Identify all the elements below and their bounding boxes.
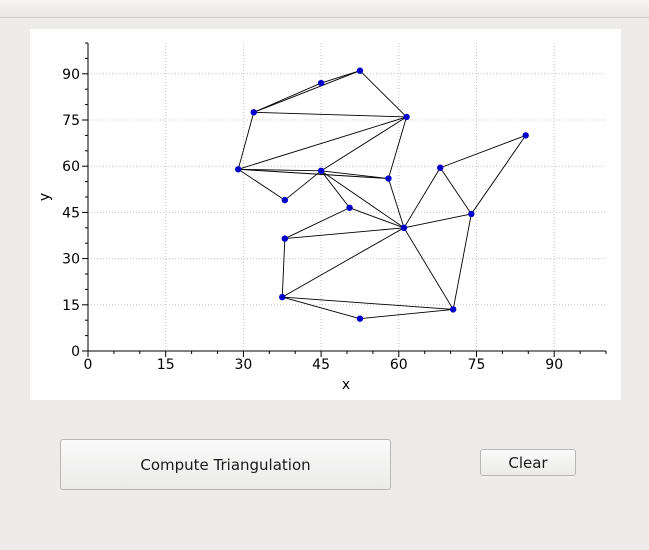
triangulation-edge: [440, 134, 526, 169]
y-tick-label: 75: [62, 113, 80, 129]
data-point[interactable]: [346, 204, 353, 211]
window-top-edge: [0, 0, 649, 18]
triangulation-edge: [439, 167, 472, 215]
triangulation-edge: [284, 227, 405, 240]
triangulation-edge: [359, 308, 454, 320]
x-tick-label: 45: [312, 357, 330, 373]
triangulation-edge: [253, 70, 361, 113]
chart-svg: 0 15 30 45 60 75 90 0 15 30 45 60 75 90 x y: [37, 42, 607, 393]
triangulation-edge: [238, 168, 389, 179]
data-point[interactable]: [403, 113, 410, 121]
x-tick-label: 30: [234, 357, 252, 373]
y-tick-label: 15: [62, 298, 80, 314]
data-point[interactable]: [385, 175, 392, 182]
y-tick-label: 45: [62, 205, 80, 221]
triangulation-edge: [320, 170, 350, 209]
data-point[interactable]: [356, 315, 364, 322]
data-point[interactable]: [449, 306, 457, 313]
data-point[interactable]: [317, 167, 325, 175]
triangulation-edge: [282, 227, 405, 298]
data-point[interactable]: [468, 210, 475, 218]
x-tick-label: 0: [84, 357, 93, 373]
x-tick-label: 90: [545, 357, 563, 373]
compute-triangulation-button[interactable]: Compute Triangulation: [60, 439, 391, 490]
y-tick-label: 90: [62, 67, 80, 83]
data-point[interactable]: [356, 67, 364, 74]
clear-label: Clear: [508, 453, 548, 472]
triangulation-edge: [237, 112, 255, 170]
data-point[interactable]: [400, 224, 408, 231]
x-tick-label: 15: [157, 357, 175, 373]
triangulation-edge: [349, 207, 405, 229]
compute-triangulation-label: Compute Triangulation: [140, 455, 311, 474]
triangulation-edge: [282, 296, 454, 310]
data-point[interactable]: [317, 79, 325, 87]
triangulation-edge: [281, 238, 286, 298]
triangulation-edge: [237, 168, 286, 201]
data-point[interactable]: [281, 235, 289, 242]
x-axis-title: x: [342, 377, 350, 393]
triangulation-edge: [320, 170, 405, 229]
triangulation-edge: [388, 178, 405, 228]
y-axis-title: y: [37, 193, 53, 201]
data-point[interactable]: [235, 166, 242, 173]
triangulation-edge: [403, 167, 441, 229]
triangulation-edge: [403, 213, 472, 229]
triangulation-edge: [403, 227, 454, 310]
x-tick-label: 60: [390, 357, 408, 373]
y-tick-label: 60: [62, 159, 80, 175]
triangulation-edge: [320, 116, 407, 172]
clear-button[interactable]: Clear: [480, 449, 576, 476]
triangulation-edge: [284, 170, 322, 201]
data-point[interactable]: [437, 164, 444, 171]
y-tick-label: 30: [62, 252, 80, 268]
data-point[interactable]: [250, 109, 257, 116]
triangulation-plot[interactable]: 0 15 30 45 60 75 90 0 15 30 45 60 75 90 x y: [30, 29, 621, 400]
triangulation-edge: [238, 116, 407, 170]
triangulation-edge: [359, 70, 407, 118]
data-point[interactable]: [281, 196, 289, 204]
triangulation-edge: [238, 168, 322, 172]
triangulation-edge: [470, 135, 527, 215]
triangulation-edge: [388, 116, 408, 179]
triangulation-edge: [282, 296, 361, 320]
triangulation-edge: [284, 207, 350, 239]
x-tick-label: 75: [468, 357, 486, 373]
y-tick-label: 0: [71, 344, 80, 360]
data-point[interactable]: [522, 132, 529, 139]
triangulation-edge: [321, 170, 389, 179]
triangulation-edge: [253, 111, 407, 118]
triangulation-edge: [452, 213, 472, 310]
data-point[interactable]: [279, 293, 286, 301]
